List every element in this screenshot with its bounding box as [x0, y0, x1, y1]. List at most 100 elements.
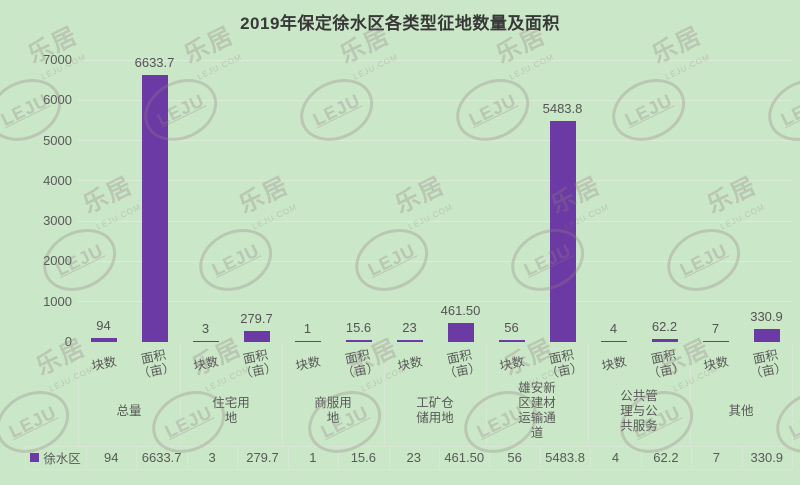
- x-sublabel-text: 块数: [89, 354, 118, 374]
- bar-value-label: 15.6: [345, 320, 372, 335]
- table-cell-border: [186, 446, 188, 469]
- table-bottom-border: [25, 469, 792, 470]
- bar-value-label: 5483.8: [542, 101, 583, 116]
- gridline: [78, 301, 792, 302]
- category-label: 工矿仓储用地: [384, 376, 486, 446]
- bar-value-label: 4: [609, 321, 618, 336]
- bar-value-label: 56: [504, 320, 519, 335]
- table-cell-value: 5483.8: [545, 450, 585, 465]
- group-separator: [690, 342, 691, 446]
- category-label-text: 工矿仓储用地: [416, 396, 454, 425]
- bar: [396, 340, 423, 342]
- bar-value-label: 3: [201, 321, 210, 336]
- table-cell-border: [691, 446, 693, 469]
- gridline: [78, 180, 792, 181]
- table-cell-border: [287, 446, 289, 469]
- table-cell-border: [792, 446, 793, 469]
- bar: [141, 75, 168, 342]
- gridline: [78, 140, 792, 141]
- table-cell-border: [136, 446, 138, 469]
- table-cell-border: [237, 446, 239, 469]
- y-tick-label: 1000: [43, 293, 72, 309]
- bar: [294, 341, 321, 342]
- bar-value-label: 330.9: [750, 309, 783, 324]
- category-label: 其他: [690, 376, 792, 446]
- group-separator: [486, 342, 487, 446]
- table-cell-border: [489, 446, 491, 469]
- legend-series-name: 徐水区: [43, 452, 81, 466]
- category-label-text: 公共管理与公共服务: [620, 388, 658, 433]
- group-separator: [78, 342, 79, 446]
- group-separator: [180, 342, 181, 446]
- bar: [192, 341, 219, 342]
- table-cell-value: 3: [208, 450, 216, 465]
- legend-row-header: 徐水区: [25, 446, 86, 469]
- y-tick-label: 2000: [43, 253, 72, 269]
- y-tick-label: 0: [64, 334, 72, 349]
- table-cell-value: 7: [712, 450, 720, 465]
- category-label-text: 住宅用地: [212, 396, 250, 425]
- table-cell-border: [25, 446, 26, 469]
- table-cell-value: 4: [611, 450, 620, 465]
- table-cell-value: 330.9: [750, 450, 784, 465]
- table-cell-value: 15.6: [350, 450, 376, 465]
- bar: [243, 331, 270, 342]
- table-cell-value: 6633.7: [141, 450, 182, 465]
- category-label-text: 商服用地: [314, 396, 352, 425]
- table-cell-border: [640, 446, 642, 469]
- category-label: 雄安新区建材运输通道: [486, 376, 588, 446]
- table-cell-value: 1: [309, 450, 317, 465]
- group-separator: [792, 342, 793, 446]
- bar: [702, 341, 729, 342]
- bar: [345, 340, 372, 342]
- y-tick-label: 3000: [43, 213, 72, 229]
- category-label-text: 其他: [728, 403, 754, 418]
- bar-value-label: 1: [303, 321, 312, 336]
- gridline: [78, 221, 792, 222]
- table-cell-value: 461.50: [444, 450, 485, 465]
- table-cell-value: 279.7: [246, 450, 279, 465]
- gridline: [78, 261, 792, 262]
- table-cell-border: [338, 446, 340, 469]
- bar-value-label: 7: [711, 321, 720, 336]
- table-cell-border: [539, 446, 541, 469]
- x-sublabel-text: 块数: [191, 354, 220, 374]
- group-separator: [282, 342, 283, 446]
- bar: [498, 340, 525, 342]
- category-label: 商服用地: [282, 376, 384, 446]
- legend-marker: [30, 453, 40, 462]
- x-sublabel-text: 块数: [293, 354, 322, 374]
- bar: [600, 341, 627, 342]
- x-sublabel-text: 块数: [701, 354, 730, 374]
- x-sublabel-text: 块数: [497, 354, 526, 374]
- chart-title: 2019年保定徐水区各类型征地数量及面积: [240, 14, 560, 33]
- bar-value-label: 279.7: [240, 311, 273, 326]
- bar: [651, 339, 678, 342]
- category-label-text: 雄安新区建材运输通道: [518, 381, 556, 440]
- bar-value-label: 23: [402, 320, 417, 335]
- category-label: 总量: [78, 376, 180, 446]
- table-cell-border: [590, 446, 592, 469]
- group-separator: [384, 342, 385, 446]
- table-cell-border: [741, 446, 743, 469]
- y-tick-label: 6000: [43, 92, 72, 108]
- bar: [753, 329, 780, 342]
- table-cell-value: 56: [507, 450, 522, 465]
- table-cell-border: [86, 446, 87, 469]
- bar: [447, 323, 474, 342]
- bar: [90, 338, 117, 342]
- table-top-border: [25, 446, 792, 447]
- table-cell-border: [388, 446, 390, 469]
- category-label-text: 总量: [116, 403, 142, 418]
- y-tick-label: 5000: [43, 132, 72, 148]
- group-separator: [588, 342, 589, 446]
- y-tick-label: 4000: [43, 172, 72, 188]
- table-cell-value: 23: [406, 450, 421, 465]
- table-cell-value: 94: [103, 450, 119, 465]
- x-sublabel-text: 块数: [395, 354, 424, 374]
- bar-value-label: 62.2: [651, 319, 678, 334]
- y-tick-label: 7000: [43, 52, 72, 67]
- gridline: [78, 60, 792, 61]
